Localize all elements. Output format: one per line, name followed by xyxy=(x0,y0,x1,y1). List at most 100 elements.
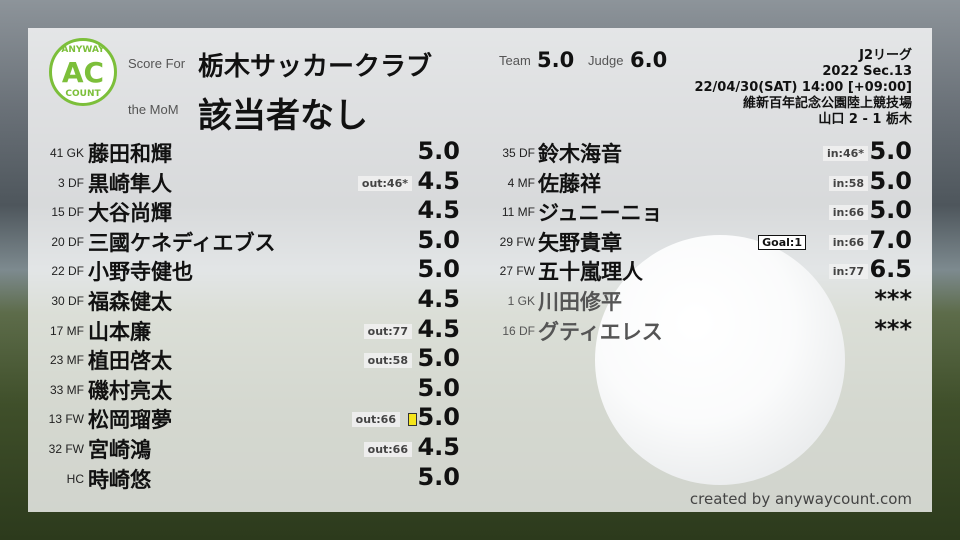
judge-label: Judge xyxy=(588,53,624,68)
player-score: *** xyxy=(874,285,912,313)
player-score: 4.5 xyxy=(417,285,460,313)
player-score: 4.5 xyxy=(417,433,460,461)
player-row: 32 FW 宮崎鴻 4.5 out:66 xyxy=(0,433,960,462)
datetime: 22/04/30(SAT) 14:00 [+09:00] xyxy=(694,80,912,95)
goal-badge: Goal:1 xyxy=(758,234,806,250)
player-score: 5.0 xyxy=(417,225,460,254)
substitution-badge: in:66 xyxy=(828,234,868,250)
player-score: 5.0 xyxy=(417,373,460,402)
substitution-badge: in:58 xyxy=(828,175,868,191)
player-score: 5.0 xyxy=(869,166,912,195)
substitution-badge: out:66 xyxy=(363,442,412,457)
player-position: 23 MF xyxy=(49,353,84,368)
player-name: 黒崎隼人 xyxy=(88,171,172,196)
player-row: 41 GK 藤田和輝 5.0 xyxy=(0,137,960,166)
player-position: 32 FW xyxy=(48,442,84,456)
player-row: HC 時崎悠 5.0 xyxy=(0,462,960,492)
player-row: 11 MF ジュニーニョ 5.0 in:66 xyxy=(0,196,960,226)
player-position: HC xyxy=(66,471,84,486)
player-row: 1 GK 川田修平 *** xyxy=(0,285,960,314)
mom-name: 該当者なし xyxy=(198,96,368,136)
mom-label: the MoM xyxy=(128,102,179,117)
player-score: 7.0 xyxy=(869,225,912,254)
player-row: 3 DF 黒崎隼人 4.5 out:46* xyxy=(0,166,960,196)
player-row: 15 DF 大谷尚輝 4.5 xyxy=(0,196,960,226)
team-name: 栃木サッカークラブ xyxy=(198,52,433,82)
player-score: *** xyxy=(874,314,912,343)
match-info: J2リーグ 2022 Sec.13 22/04/30(SAT) 14:00 [+… xyxy=(694,48,912,128)
player-row: 17 MF 山本廉 4.5 out:77 xyxy=(0,314,960,344)
player-position: 30 DF xyxy=(51,294,84,308)
player-score: 5.0 xyxy=(417,344,460,373)
player-position: 35 DF xyxy=(502,146,535,160)
player-name: 佐藤祥 xyxy=(538,171,601,196)
substitution-badge: out:58 xyxy=(363,353,412,369)
player-name: 宮崎鴻 xyxy=(88,438,151,462)
player-position: 20 DF xyxy=(51,234,84,249)
player-name: 矢野貴章 xyxy=(538,230,622,255)
logo-center-text: AC xyxy=(61,55,105,89)
player-position: 15 DF xyxy=(51,205,84,220)
substitution-badge: in:77 xyxy=(828,264,868,280)
rating-panel xyxy=(28,28,932,512)
player-row: 20 DF 三國ケネディエブス 5.0 xyxy=(0,225,960,255)
player-position: 16 DF xyxy=(502,323,535,338)
player-row: 33 MF 磯村亮太 5.0 xyxy=(0,373,960,403)
substitution-badge: in:46* xyxy=(822,146,868,161)
logo-bottom-text: COUNT xyxy=(65,89,101,99)
player-position: 17 MF xyxy=(49,323,84,338)
credit: created by anywaycount.com xyxy=(689,490,912,508)
logo-top-text: ANYWAY xyxy=(61,45,105,55)
player-name: 五十嵐理人 xyxy=(538,260,643,285)
team-label: Team xyxy=(499,53,531,68)
substitution-badge: out:46* xyxy=(357,175,412,191)
player-row: 27 FW 五十嵐理人 6.5 in:77 xyxy=(0,255,960,285)
anywaycount-logo: ANYWAY AC COUNT xyxy=(49,38,117,106)
player-name: 松岡瑠夢 xyxy=(88,408,172,433)
player-name: 三國ケネディエブス xyxy=(88,230,276,255)
substitution-badge: out:77 xyxy=(363,323,412,339)
player-score: 5.0 xyxy=(417,403,460,432)
player-name: 時崎悠 xyxy=(88,467,151,492)
player-row: 4 MF 佐藤祥 5.0 in:58 xyxy=(0,166,960,196)
player-position: 29 FW xyxy=(499,234,535,249)
player-name: ジュニーニョ xyxy=(538,201,663,226)
score-for-label: Score For xyxy=(128,56,186,71)
player-name: 川田修平 xyxy=(538,290,622,314)
player-name: 大谷尚輝 xyxy=(88,201,172,226)
player-row: 29 FW 矢野貴章 7.0 in:66 Goal:1 xyxy=(0,225,960,255)
league: J2リーグ xyxy=(859,48,912,63)
player-score: 5.0 xyxy=(417,462,460,491)
player-row: 30 DF 福森健太 4.5 xyxy=(0,285,960,314)
player-position: 33 MF xyxy=(49,382,84,397)
substitution-badge: in:66 xyxy=(828,205,868,221)
player-score: 6.5 xyxy=(869,255,912,284)
substitution-badge: out:66 xyxy=(351,412,400,428)
player-name: 磯村亮太 xyxy=(88,378,172,403)
player-name: 小野寺健也 xyxy=(88,260,193,285)
player-position: 11 MF xyxy=(501,205,535,220)
player-score: 5.0 xyxy=(869,137,912,165)
player-score: 4.5 xyxy=(417,166,460,195)
player-name: 藤田和輝 xyxy=(88,142,172,166)
judge-score: 6.0 xyxy=(630,48,668,72)
player-row: 13 FW 松岡瑠夢 5.0 out:66 xyxy=(0,403,960,433)
yellow-card-icon xyxy=(408,413,417,427)
player-row: 16 DF グティエレス *** xyxy=(0,314,960,344)
player-position: 41 GK xyxy=(49,146,84,160)
player-score: 5.0 xyxy=(869,196,912,225)
player-position: 4 MF xyxy=(507,175,535,190)
player-score: 5.0 xyxy=(417,137,460,165)
player-position: 22 DF xyxy=(51,264,84,279)
player-row: 23 MF 植田啓太 5.0 out:58 xyxy=(0,344,960,373)
player-score: 4.5 xyxy=(417,196,460,225)
team-score: 5.0 xyxy=(537,48,575,72)
player-score: 4.5 xyxy=(417,314,460,343)
player-name: グティエレス xyxy=(538,319,663,344)
venue: 維新百年記念公園陸上競技場 xyxy=(742,96,912,111)
player-position: 13 FW xyxy=(48,412,84,427)
player-position: 3 DF xyxy=(57,175,84,190)
player-score: 5.0 xyxy=(417,255,460,284)
result: 山口 2 - 1 栃木 xyxy=(818,112,912,127)
player-name: 山本廉 xyxy=(88,319,151,344)
